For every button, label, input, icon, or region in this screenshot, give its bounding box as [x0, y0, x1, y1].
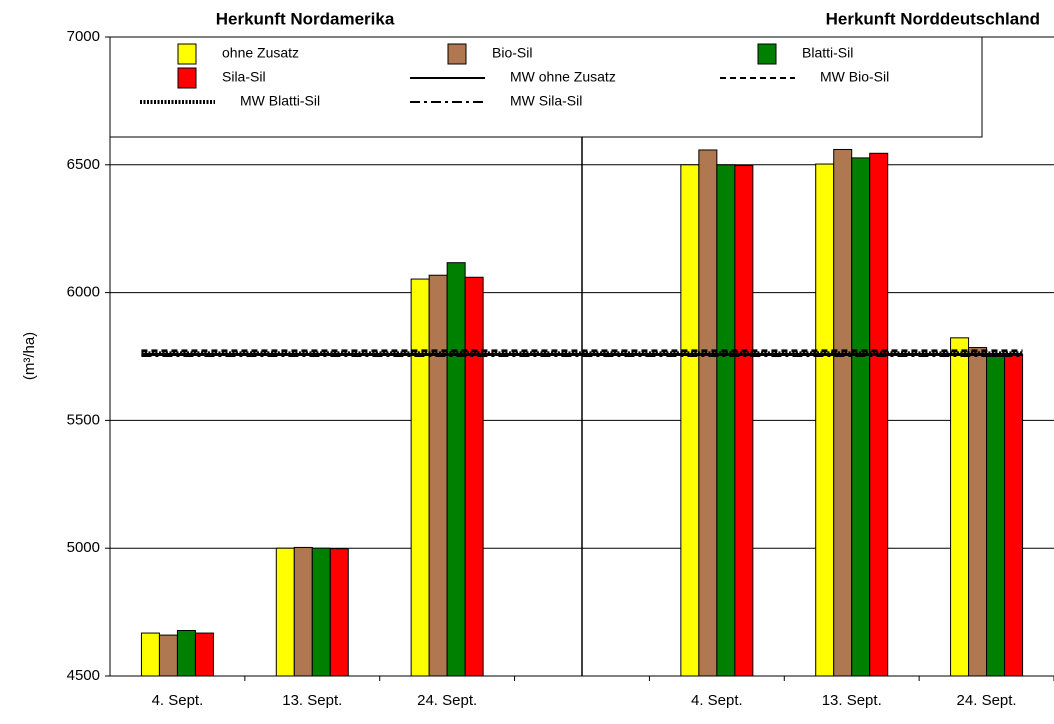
x-tick-label: 24. Sept. — [957, 692, 1017, 709]
legend-label: Bio-Sil — [492, 45, 532, 61]
y-tick-label: 5500 — [67, 411, 100, 428]
legend-label: Sila-Sil — [222, 69, 266, 85]
legend-box — [109, 36, 983, 138]
legend-label: MW Sila-Sil — [510, 93, 582, 109]
x-tick-label: 24. Sept. — [417, 692, 477, 709]
bar — [428, 274, 448, 677]
bar — [464, 276, 484, 677]
legend-swatch — [447, 43, 467, 65]
bar — [176, 630, 196, 677]
x-tick-label: 4. Sept. — [691, 692, 743, 709]
bar — [329, 548, 349, 677]
bar — [851, 157, 871, 677]
y-tick-label: 6500 — [67, 156, 100, 173]
bar — [968, 347, 988, 677]
header-left: Herkunft Nordamerika — [216, 9, 395, 28]
bar — [680, 164, 700, 677]
legend-swatch — [757, 43, 777, 65]
bar — [734, 165, 754, 677]
legend-label: MW Blatti-Sil — [240, 93, 320, 109]
y-tick-label: 7000 — [67, 28, 100, 45]
bar — [293, 546, 313, 677]
bar — [986, 356, 1006, 677]
bar — [311, 547, 331, 677]
bar — [410, 278, 430, 677]
y-axis-label: (m³/ha) — [21, 332, 38, 380]
legend-label: MW Bio-Sil — [820, 69, 889, 85]
bar — [698, 149, 718, 677]
x-tick-label: 4. Sept. — [152, 692, 204, 709]
legend-swatch — [177, 67, 197, 89]
x-tick-label: 13. Sept. — [282, 692, 342, 709]
legend-swatch — [177, 43, 197, 65]
legend-label: Blatti-Sil — [802, 45, 853, 61]
bar — [815, 163, 835, 677]
bar — [833, 148, 853, 677]
bar — [275, 547, 295, 677]
bar — [869, 152, 889, 677]
bar — [950, 337, 970, 677]
bar — [716, 164, 736, 677]
bar — [158, 634, 178, 677]
bar — [194, 632, 214, 677]
y-tick-label: 6000 — [67, 284, 100, 301]
x-tick-label: 13. Sept. — [822, 692, 882, 709]
header-right: Herkunft Norddeutschland — [826, 9, 1040, 28]
y-tick-label: 5000 — [67, 539, 100, 556]
bar — [1004, 353, 1024, 677]
y-tick-label: 4500 — [67, 667, 100, 684]
bar — [140, 632, 160, 677]
bar — [446, 262, 466, 677]
legend-label: ohne Zusatz — [222, 45, 299, 61]
legend-label: MW ohne Zusatz — [510, 69, 616, 85]
